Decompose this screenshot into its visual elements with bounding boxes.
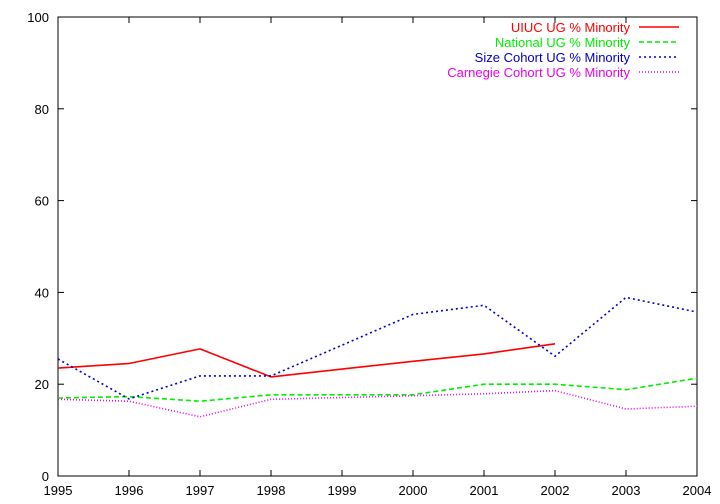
y-tick-label: 80	[35, 102, 49, 117]
x-tick-label: 2001	[470, 483, 499, 498]
x-tick-label: 1999	[328, 483, 357, 498]
x-tick-label: 1997	[186, 483, 215, 498]
legend-label: National UG % Minority	[495, 35, 631, 50]
y-tick-label: 40	[35, 285, 49, 300]
plot-frame	[57, 16, 698, 477]
x-tick-label: 2002	[541, 483, 570, 498]
series-line-2	[57, 296, 698, 400]
x-tick-label: 1995	[44, 483, 73, 498]
y-tick-label: 100	[27, 10, 49, 25]
plot-border	[57, 16, 698, 477]
series-line-3	[57, 389, 698, 418]
tick-labels: 1995 1996 1997 1998 1999 2000 2001 2002 2003 2004…	[27, 10, 711, 498]
y-tick-label: 0	[42, 469, 49, 484]
x-tick-label: 2000	[399, 483, 428, 498]
tick-marks	[57, 16, 698, 477]
x-tick-label: 1996	[115, 483, 144, 498]
legend-label: Carnegie Cohort UG % Minority	[447, 65, 630, 80]
x-tick-label: 2003	[612, 483, 641, 498]
y-tick-label: 20	[35, 377, 49, 392]
legend-label: UIUC UG % Minority	[511, 20, 631, 35]
legend-label: Size Cohort UG % Minority	[475, 50, 631, 65]
series-lines	[57, 296, 698, 418]
y-tick-label: 60	[35, 194, 49, 209]
x-tick-label: 2004	[683, 483, 712, 498]
x-tick-label: 1998	[257, 483, 286, 498]
series-line-0	[57, 343, 556, 378]
series-line-1	[57, 377, 698, 403]
